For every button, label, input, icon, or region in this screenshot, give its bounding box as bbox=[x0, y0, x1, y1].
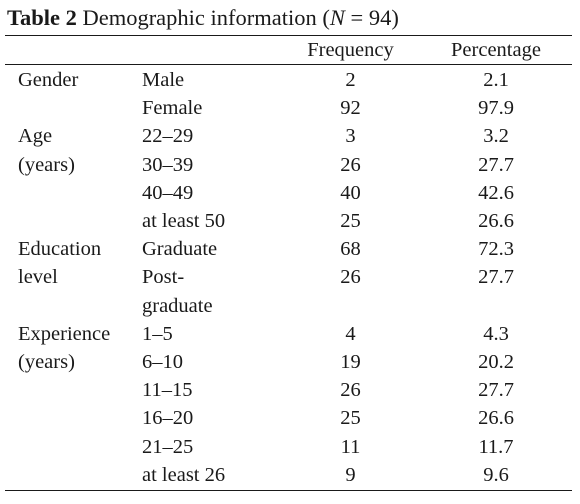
percentage-cell: 72.3 bbox=[478, 238, 514, 260]
row-category-label: 40–49 bbox=[142, 182, 194, 204]
row-variable-label: Education bbox=[18, 238, 102, 260]
row-category-label: 21–25 bbox=[142, 436, 194, 458]
frequency-cell: 3 bbox=[345, 125, 356, 147]
frequency-cell: 92 bbox=[340, 97, 361, 119]
frequency-cell: 25 bbox=[340, 407, 361, 429]
frequency-cell: 4 bbox=[345, 323, 356, 345]
table-bottom-rule bbox=[5, 490, 572, 491]
percentage-cell: 27.7 bbox=[478, 379, 514, 401]
caption-n-symbol: N bbox=[329, 5, 345, 30]
percentage-cell: 26.6 bbox=[478, 407, 514, 429]
percentage-cell: 4.3 bbox=[483, 323, 509, 345]
row-category-label: 1–5 bbox=[142, 323, 173, 345]
row-variable-label: Gender bbox=[18, 69, 79, 91]
frequency-cell: 26 bbox=[340, 379, 361, 401]
table-caption: Table 2 Demographic information (N = 94) bbox=[7, 4, 399, 32]
percentage-cell: 9.6 bbox=[483, 464, 509, 486]
frequency-cell: 11 bbox=[340, 436, 361, 458]
frequency-cell: 40 bbox=[340, 182, 361, 204]
row-category-label: Post- bbox=[142, 266, 185, 288]
row-variable-label: Experience bbox=[18, 323, 111, 345]
row-category-label: graduate bbox=[142, 295, 213, 317]
row-category-label: Graduate bbox=[142, 238, 218, 260]
row-category-label: 30–39 bbox=[142, 154, 194, 176]
row-category-label: Male bbox=[142, 69, 185, 91]
frequency-cell: 26 bbox=[340, 154, 361, 176]
percentage-cell: 27.7 bbox=[478, 154, 514, 176]
row-variable-label: Age bbox=[18, 125, 53, 147]
table-label: Table 2 bbox=[7, 5, 77, 30]
row-category-label: 11–15 bbox=[142, 379, 193, 401]
caption-n-value: = 94) bbox=[344, 5, 399, 30]
row-category-label: Female bbox=[142, 97, 203, 119]
percentage-cell: 3.2 bbox=[483, 125, 509, 147]
row-category-label: at least 26 bbox=[142, 464, 226, 486]
frequency-cell: 19 bbox=[340, 351, 361, 373]
header-percentage: Percentage bbox=[451, 39, 541, 61]
row-category-label: 16–20 bbox=[142, 407, 194, 429]
percentage-cell: 27.7 bbox=[478, 266, 514, 288]
frequency-cell: 68 bbox=[340, 238, 361, 260]
header-frequency: Frequency bbox=[307, 39, 394, 61]
row-category-label: at least 50 bbox=[142, 210, 226, 232]
frequency-cell: 9 bbox=[345, 464, 356, 486]
percentage-cell: 97.9 bbox=[478, 97, 514, 119]
row-variable-label: (years) bbox=[18, 154, 75, 176]
caption-text: Demographic information ( bbox=[82, 5, 330, 30]
table-top-rule bbox=[5, 35, 572, 36]
row-variable-label: (years) bbox=[18, 351, 75, 373]
percentage-cell: 26.6 bbox=[478, 210, 514, 232]
frequency-cell: 25 bbox=[340, 210, 361, 232]
frequency-cell: 26 bbox=[340, 266, 361, 288]
row-category-label: 22–29 bbox=[142, 125, 194, 147]
percentage-cell: 42.6 bbox=[478, 182, 514, 204]
table-header-rule bbox=[5, 64, 572, 65]
row-category-label: 6–10 bbox=[142, 351, 183, 373]
percentage-cell: 2.1 bbox=[483, 69, 509, 91]
row-variable-label: level bbox=[18, 266, 58, 288]
frequency-cell: 2 bbox=[345, 69, 356, 91]
percentage-cell: 11.7 bbox=[478, 436, 514, 458]
percentage-cell: 20.2 bbox=[478, 351, 514, 373]
